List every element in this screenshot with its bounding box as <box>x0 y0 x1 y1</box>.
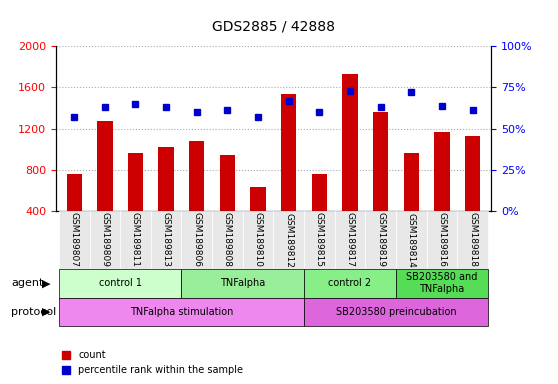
Bar <box>66 174 82 253</box>
FancyBboxPatch shape <box>89 211 120 269</box>
FancyBboxPatch shape <box>304 269 396 298</box>
FancyBboxPatch shape <box>59 298 304 326</box>
Text: GSM189817: GSM189817 <box>345 212 354 268</box>
Text: SB203580 preincubation: SB203580 preincubation <box>336 307 456 317</box>
Bar <box>97 121 113 253</box>
Bar <box>128 153 143 253</box>
FancyBboxPatch shape <box>304 298 488 326</box>
Bar <box>403 153 419 253</box>
Bar <box>343 74 358 253</box>
Text: GSM189810: GSM189810 <box>253 212 263 268</box>
FancyBboxPatch shape <box>396 211 427 269</box>
Bar <box>220 156 235 253</box>
Text: control 1: control 1 <box>99 278 142 288</box>
Bar <box>251 187 266 253</box>
Text: GSM189809: GSM189809 <box>100 212 109 268</box>
FancyBboxPatch shape <box>458 211 488 269</box>
Bar <box>434 132 450 253</box>
FancyBboxPatch shape <box>212 211 243 269</box>
Text: GSM189816: GSM189816 <box>437 212 446 268</box>
FancyBboxPatch shape <box>243 211 273 269</box>
Bar <box>281 94 296 253</box>
FancyBboxPatch shape <box>427 211 458 269</box>
Text: protocol: protocol <box>11 307 56 317</box>
Text: TNFalpha stimulation: TNFalpha stimulation <box>130 307 233 317</box>
FancyBboxPatch shape <box>396 269 488 298</box>
Text: GSM189811: GSM189811 <box>131 212 140 268</box>
Bar <box>158 147 174 253</box>
Text: GSM189806: GSM189806 <box>193 212 201 268</box>
Text: TNFalpha: TNFalpha <box>220 278 266 288</box>
Text: GSM189808: GSM189808 <box>223 212 232 268</box>
FancyBboxPatch shape <box>273 211 304 269</box>
Bar <box>312 174 327 253</box>
Text: GSM189815: GSM189815 <box>315 212 324 268</box>
FancyBboxPatch shape <box>181 269 304 298</box>
Text: GDS2885 / 42888: GDS2885 / 42888 <box>212 20 335 34</box>
Bar <box>373 112 388 253</box>
FancyBboxPatch shape <box>365 211 396 269</box>
Text: control 2: control 2 <box>329 278 372 288</box>
Text: ▶: ▶ <box>42 278 50 288</box>
Text: ▶: ▶ <box>42 307 50 317</box>
Bar <box>465 136 480 253</box>
Text: agent: agent <box>11 278 44 288</box>
FancyBboxPatch shape <box>59 211 89 269</box>
Text: GSM189813: GSM189813 <box>162 212 171 268</box>
Text: GSM189819: GSM189819 <box>376 212 385 268</box>
Text: GSM189812: GSM189812 <box>284 213 294 267</box>
Text: SB203580 and
TNFalpha: SB203580 and TNFalpha <box>406 272 478 294</box>
FancyBboxPatch shape <box>335 211 365 269</box>
FancyBboxPatch shape <box>181 211 212 269</box>
FancyBboxPatch shape <box>151 211 181 269</box>
Bar <box>189 141 204 253</box>
Text: GSM189814: GSM189814 <box>407 213 416 267</box>
FancyBboxPatch shape <box>120 211 151 269</box>
FancyBboxPatch shape <box>59 269 181 298</box>
Text: GSM189818: GSM189818 <box>468 212 477 268</box>
Text: GSM189807: GSM189807 <box>70 212 79 268</box>
FancyBboxPatch shape <box>304 211 335 269</box>
Legend: count, percentile rank within the sample: count, percentile rank within the sample <box>61 351 243 375</box>
